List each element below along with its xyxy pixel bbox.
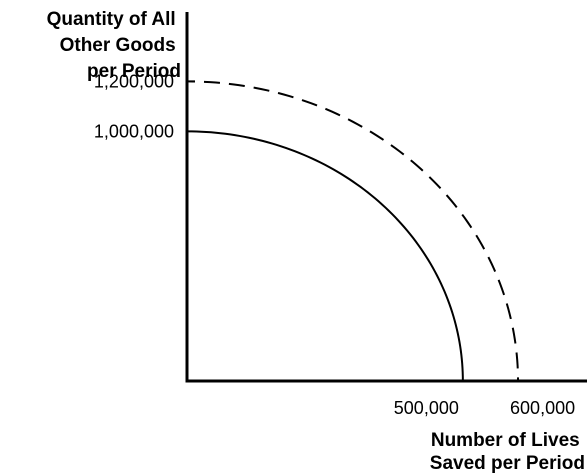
x-axis-title-line-1: Number of Lives — [431, 430, 580, 451]
y-axis-title: Quantity of All Other Goods per Period — [47, 9, 181, 82]
y-tick-label-1200000: 1,200,000 — [94, 71, 174, 91]
ppf-curve-expanded — [186, 80, 520, 382]
x-axis-title-line-2: Saved per Period — [430, 453, 585, 473]
y-axis-title-line-2: Other Goods — [60, 35, 176, 56]
ppf-curve-original — [186, 130, 464, 382]
x-tick-label-600000: 600,000 — [510, 398, 575, 418]
x-axis-title: Number of Lives Saved per Period — [430, 430, 585, 473]
y-axis-title-line-1: Quantity of All — [47, 9, 176, 30]
x-tick-label-500000: 500,000 — [394, 398, 459, 418]
y-axis-title-line-3: per Period — [87, 61, 181, 82]
y-tick-label-1000000: 1,000,000 — [94, 121, 174, 141]
